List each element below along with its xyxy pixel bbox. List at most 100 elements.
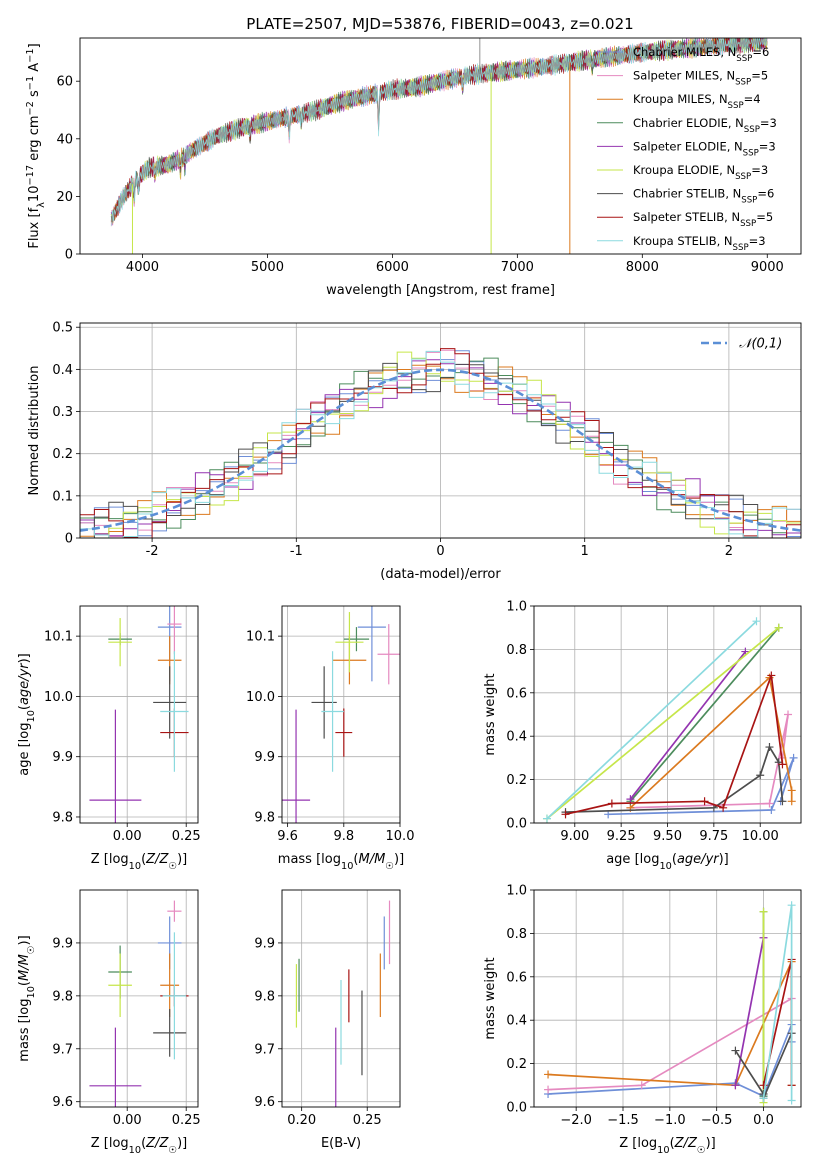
weight-marker xyxy=(787,797,796,806)
weight-marker xyxy=(787,786,796,795)
x-tick-label: 9.50 xyxy=(653,829,682,844)
x-tick-label: 2 xyxy=(725,544,733,559)
error-bar-point xyxy=(89,1027,142,1107)
error-bar-point xyxy=(108,953,132,1018)
weight-marker xyxy=(759,1094,768,1103)
y-tick-label: 0.6 xyxy=(506,686,527,701)
y-tick-label: 10.0 xyxy=(44,690,73,705)
y-axis-label: mass weight xyxy=(483,673,498,755)
weight-marker xyxy=(756,771,765,780)
x-axis-label: age [log10(age/yr)] xyxy=(606,852,729,872)
axes-frame xyxy=(79,37,802,255)
weight-series xyxy=(731,933,768,1090)
y-tick-label: 0.6 xyxy=(506,970,527,985)
y-tick-label: 9.9 xyxy=(254,750,275,765)
error-bar-point xyxy=(335,612,364,673)
x-axis-label: Z [log10(Z/Z☉)] xyxy=(91,1136,188,1156)
weight-series xyxy=(544,994,796,1094)
x-tick-label: 9.25 xyxy=(607,829,636,844)
x-tick-label: 9.8 xyxy=(333,829,354,844)
weight-marker xyxy=(626,795,635,804)
error-bar-point xyxy=(108,618,132,667)
residual-histogram xyxy=(80,362,801,538)
x-tick-label: 7000 xyxy=(501,260,534,275)
y-tick-label: 10.1 xyxy=(44,630,73,645)
weight-line xyxy=(734,937,765,1086)
weight-Z-panel: −2.0 −1.5 −1.0 −0.5 0.0 0.0 0.2 0.4 0.6 0.8 1.0 Z [… xyxy=(483,884,802,1156)
weight-marker xyxy=(767,805,776,814)
y-tick-label: 0.2 xyxy=(52,447,73,462)
y-tick-label: 9.9 xyxy=(52,750,73,765)
y-tick-label: 20 xyxy=(56,190,73,205)
axes-frame xyxy=(79,889,199,1108)
x-axis-label: wavelength [Angstrom, rest frame] xyxy=(326,283,555,298)
weight-marker xyxy=(561,810,570,819)
y-tick-label: 0.0 xyxy=(506,817,527,832)
error-bar-point xyxy=(343,627,370,652)
x-tick-label: -1 xyxy=(290,544,303,559)
error-bars xyxy=(89,606,189,823)
y-tick-label: 10.1 xyxy=(246,630,275,645)
x-tick-label: 10.0 xyxy=(386,829,415,844)
weight-series xyxy=(626,623,783,806)
legend-label: Chabrier ELODIE, NSSP=3 xyxy=(633,116,777,135)
error-bar-point xyxy=(167,900,182,922)
spectrum-line xyxy=(110,38,768,226)
mass-Z-panel: 0.00 0.25 9.6 9.7 9.8 9.9 Z [log10(Z/Z☉)] mass … xyxy=(17,889,201,1156)
weight-marker xyxy=(759,907,768,916)
weight-lines xyxy=(542,617,798,823)
weight-marker xyxy=(752,617,761,626)
weight-marker xyxy=(719,803,728,812)
error-bars xyxy=(282,606,400,823)
y-tick-label: 9.6 xyxy=(52,1095,73,1110)
error-bar-point xyxy=(153,666,187,739)
weight-marker xyxy=(731,1081,740,1090)
error-bar-point xyxy=(167,606,182,655)
error-bar-point xyxy=(377,624,400,685)
legend-label: 𝒩(0,1) xyxy=(739,337,782,352)
weight-marker xyxy=(544,1070,553,1079)
x-tick-label: 6000 xyxy=(376,260,409,275)
error-bars xyxy=(89,900,189,1107)
x-tick-label: 9.75 xyxy=(699,829,728,844)
y-tick-label: 0.4 xyxy=(506,730,527,745)
error-bar-point xyxy=(282,709,311,823)
weight-marker xyxy=(765,743,774,752)
x-tick-label: 1 xyxy=(581,544,589,559)
weight-line xyxy=(629,675,793,809)
axes-frame xyxy=(533,605,802,824)
x-axis-label: mass [log10(M/M☉)] xyxy=(278,852,404,872)
weight-marker xyxy=(765,799,774,808)
weight-line xyxy=(565,744,784,813)
y-axis-label: mass weight xyxy=(483,957,498,1039)
error-bar-point xyxy=(321,651,344,772)
residuals-panel: -2 -1 0 1 2 0 0.1 0.2 0.3 0.4 0.5 (data-model)/erro… xyxy=(27,321,802,582)
x-tick-label: −2.0 xyxy=(560,1113,592,1128)
y-tick-label: 0.3 xyxy=(52,405,73,420)
y-tick-label: 0.4 xyxy=(506,1014,527,1029)
weight-marker xyxy=(544,1085,553,1094)
weight-line xyxy=(629,651,747,800)
x-axis-label: Z [log10(Z/Z☉)] xyxy=(619,1136,716,1156)
weight-marker xyxy=(700,797,709,806)
weight-age-panel: 9.00 9.25 9.50 9.75 10.00 0.0 0.2 0.4 0.6 0.8 1.0 a… xyxy=(483,600,802,872)
legend-label: Salpeter STELIB, NSSP=5 xyxy=(633,210,773,229)
axes-frame xyxy=(281,889,401,1108)
y-tick-label: 9.7 xyxy=(254,1042,275,1057)
weight-series xyxy=(759,901,796,1105)
y-tick-label: 1.0 xyxy=(506,884,527,899)
weight-marker xyxy=(787,1096,796,1105)
x-tick-label: 9.00 xyxy=(560,829,589,844)
error-bar-point xyxy=(162,932,187,1060)
y-axis-label: age [log10(age/yr)] xyxy=(17,653,37,776)
y-tick-label: 9.9 xyxy=(52,936,73,951)
x-tick-label: −1.5 xyxy=(607,1113,639,1128)
weight-line xyxy=(546,620,758,820)
histograms xyxy=(80,348,801,538)
weight-marker xyxy=(784,710,793,719)
x-tick-label: 5000 xyxy=(251,260,284,275)
weight-lines xyxy=(544,901,796,1107)
x-tick-label: 10.00 xyxy=(742,829,779,844)
weight-marker xyxy=(542,814,551,823)
y-tick-label: 9.8 xyxy=(52,810,73,825)
